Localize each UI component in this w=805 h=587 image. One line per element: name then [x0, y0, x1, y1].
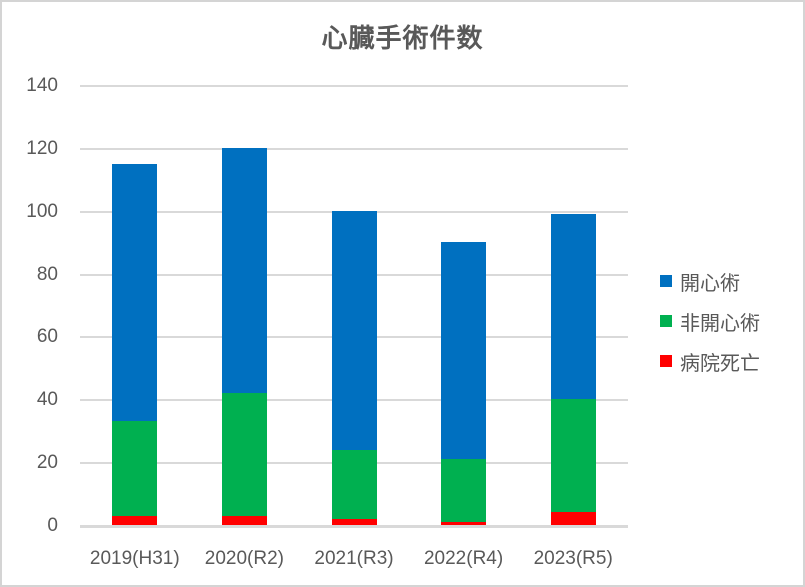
bar-segment-hospital-death-2023(R5) [550, 512, 596, 525]
x-axis-label-2022(R4): 2022(R4) [423, 548, 504, 569]
legend-swatch-open-heart [660, 275, 672, 287]
x-axis-line [80, 525, 628, 528]
y-axis-label-20: 20 [36, 452, 58, 474]
x-axis-label-2023(R5): 2023(R5) [533, 548, 613, 569]
y-axis-label-140: 140 [26, 75, 58, 96]
legend-label-hospital-death: 病院死亡 [680, 352, 760, 375]
bar-segment-open-heart-2020(R2) [221, 147, 267, 393]
legend-swatch-hospital-death [660, 355, 672, 367]
y-axis-label-120: 120 [26, 137, 58, 159]
bar-segment-hospital-death-2021(R3) [331, 518, 377, 525]
bar-segment-non-open-heart-2019(H31) [112, 421, 158, 516]
gridline-140 [80, 85, 628, 87]
bar-segment-open-heart-2019(H31) [112, 163, 158, 422]
y-axis-label-100: 100 [26, 200, 58, 222]
bar-segment-hospital-death-2019(H31) [112, 515, 158, 525]
legend-label-non-open-heart: 非開心術 [680, 312, 760, 335]
legend: 開心術非開心術病院死亡 [660, 269, 760, 389]
legend-item-open-heart: 開心術 [660, 269, 760, 295]
legend-item-hospital-death: 病院死亡 [660, 349, 760, 375]
y-axis-label-80: 80 [36, 263, 58, 285]
bar-segment-non-open-heart-2022(R4) [441, 459, 487, 522]
bar-segment-open-heart-2023(R5) [550, 213, 596, 400]
bar-segment-open-heart-2021(R3) [331, 210, 377, 450]
legend-item-non-open-heart: 非開心術 [660, 309, 760, 335]
bar-segment-non-open-heart-2021(R3) [331, 449, 377, 519]
legend-swatch-non-open-heart [660, 315, 672, 327]
y-axis-label-60: 60 [36, 326, 58, 348]
y-axis-label-40: 40 [36, 389, 58, 411]
x-axis-label-2020(R2): 2020(R2) [204, 548, 284, 569]
legend-label-open-heart: 開心術 [680, 272, 740, 295]
bar-segment-open-heart-2022(R4) [441, 242, 487, 459]
gridline-120 [80, 147, 628, 150]
bar-segment-hospital-death-2022(R4) [441, 521, 487, 525]
x-axis-label-2019(H31): 2019(H31) [89, 548, 180, 569]
x-axis-label-2021(R3): 2021(R3) [314, 548, 394, 569]
chart-title: 心臓手術件数 [321, 23, 484, 53]
y-axis-label-0: 0 [47, 515, 58, 536]
bar-segment-non-open-heart-2023(R5) [550, 399, 596, 513]
bar-segment-hospital-death-2020(R2) [221, 515, 267, 525]
bar-segment-non-open-heart-2020(R2) [221, 393, 267, 516]
